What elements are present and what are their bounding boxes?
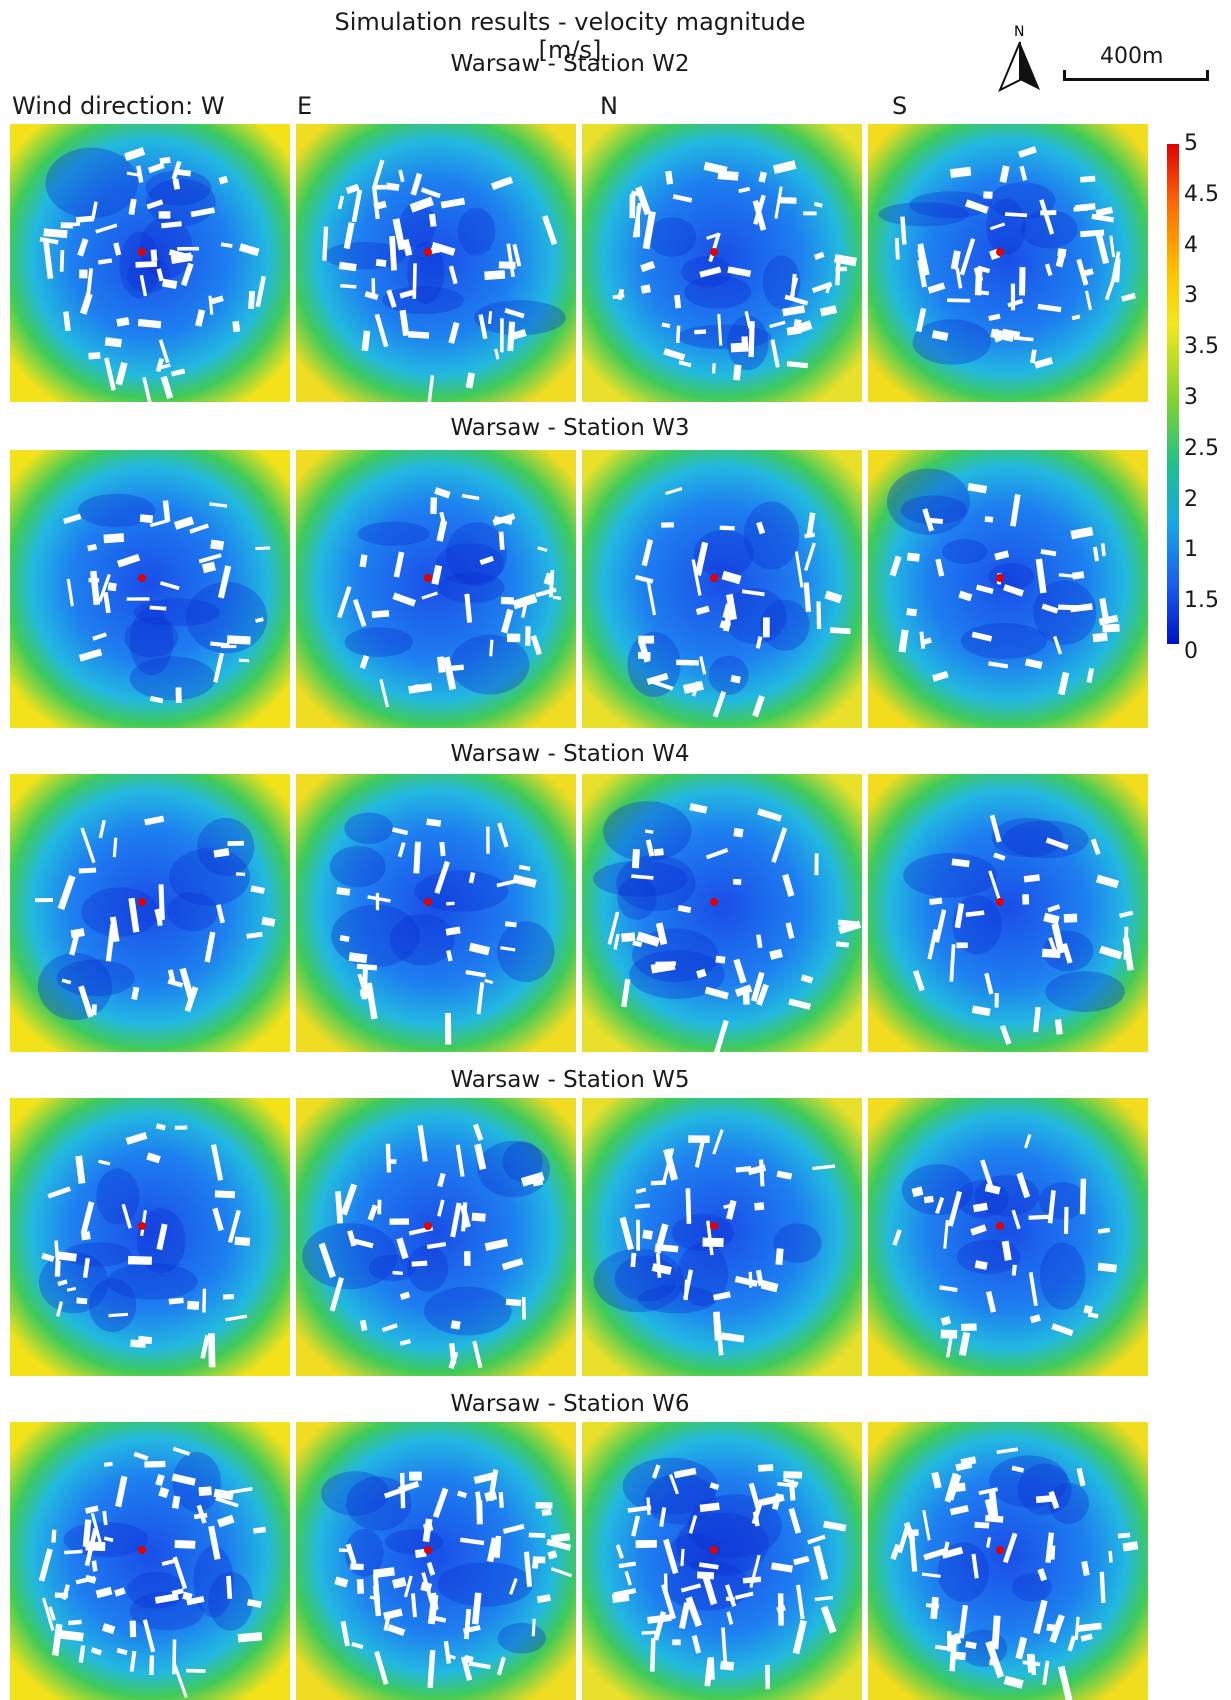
- velocity-panel-w2-e: [296, 124, 576, 402]
- station-marker: [138, 898, 146, 906]
- station-marker: [138, 248, 146, 256]
- station-marker: [424, 898, 432, 906]
- station-marker: [710, 1222, 718, 1230]
- scale-bar-label: 400m: [1100, 44, 1164, 69]
- colorbar: [1167, 144, 1179, 644]
- colorbar-tick-label: 0: [1184, 639, 1198, 664]
- velocity-panel-w4-w: [10, 774, 290, 1052]
- scale-bar: [1063, 70, 1209, 81]
- velocity-panel-w4-s: [868, 774, 1148, 1052]
- colorbar-tick-label: 2.5: [1184, 435, 1219, 461]
- velocity-panel-w3-s: [868, 450, 1148, 728]
- colorbar-tick-label: 2: [1184, 486, 1198, 512]
- velocity-panel-w2-s: [868, 124, 1148, 402]
- wind-direction-label-e: E: [297, 92, 313, 120]
- velocity-panel-w2-n: [582, 124, 862, 402]
- station-marker: [424, 1222, 432, 1230]
- velocity-panel-w4-n: [582, 774, 862, 1052]
- station-marker: [996, 248, 1004, 256]
- station-title-w6: Warsaw - Station W6: [450, 1391, 690, 1417]
- station-marker: [424, 248, 432, 256]
- station-marker: [996, 898, 1004, 906]
- colorbar-tick-label: 4.5: [1184, 181, 1219, 207]
- velocity-panel-w6-e: [296, 1422, 576, 1700]
- wind-direction-label-s: S: [892, 92, 908, 120]
- station-marker: [710, 1546, 718, 1554]
- velocity-panel-w5-e: [296, 1098, 576, 1376]
- station-marker: [138, 1546, 146, 1554]
- velocity-panel-w4-e: [296, 774, 576, 1052]
- figure-title: Simulation results - velocity magnitude …: [334, 8, 806, 64]
- colorbar-tick-label: 3.5: [1184, 334, 1219, 360]
- velocity-panel-w5-s: [868, 1098, 1148, 1376]
- station-marker: [710, 248, 718, 256]
- north-label: N: [1014, 24, 1024, 40]
- colorbar-tick-label: 1: [1184, 537, 1198, 563]
- velocity-panel-w6-n: [582, 1422, 862, 1700]
- velocity-panel-w3-e: [296, 450, 576, 728]
- wind-direction-label-w: Wind direction: W: [12, 92, 225, 120]
- station-marker: [424, 574, 432, 582]
- colorbar-tick-label: 5: [1184, 131, 1198, 156]
- wind-direction-label-n: N: [600, 92, 618, 120]
- station-marker: [996, 1546, 1004, 1554]
- station-marker: [138, 1222, 146, 1230]
- north-arrow-icon: N: [990, 22, 1050, 98]
- velocity-panel-w5-w: [10, 1098, 290, 1376]
- velocity-panel-w2-w: [10, 124, 290, 402]
- colorbar-tick-label: 4: [1184, 232, 1198, 258]
- station-marker: [424, 1546, 432, 1554]
- velocity-panel-w5-n: [582, 1098, 862, 1376]
- colorbar-tick-label: 1.5: [1184, 588, 1219, 614]
- velocity-panel-w3-w: [10, 450, 290, 728]
- station-title-w4: Warsaw - Station W4: [450, 741, 690, 767]
- station-marker: [710, 898, 718, 906]
- colorbar-tick-label: 3: [1184, 283, 1198, 309]
- station-marker: [996, 1222, 1004, 1230]
- station-title-w3: Warsaw - Station W3: [450, 415, 690, 441]
- station-marker: [710, 574, 718, 582]
- velocity-panel-w6-s: [868, 1422, 1148, 1700]
- station-title-w5: Warsaw - Station W5: [450, 1067, 690, 1093]
- station-marker: [138, 574, 146, 582]
- station-marker: [996, 574, 1004, 582]
- velocity-panel-w3-n: [582, 450, 862, 728]
- colorbar-tick-label: 3: [1184, 385, 1198, 410]
- station-title-w2: Warsaw - Station W2: [450, 51, 690, 77]
- velocity-panel-w6-w: [10, 1422, 290, 1700]
